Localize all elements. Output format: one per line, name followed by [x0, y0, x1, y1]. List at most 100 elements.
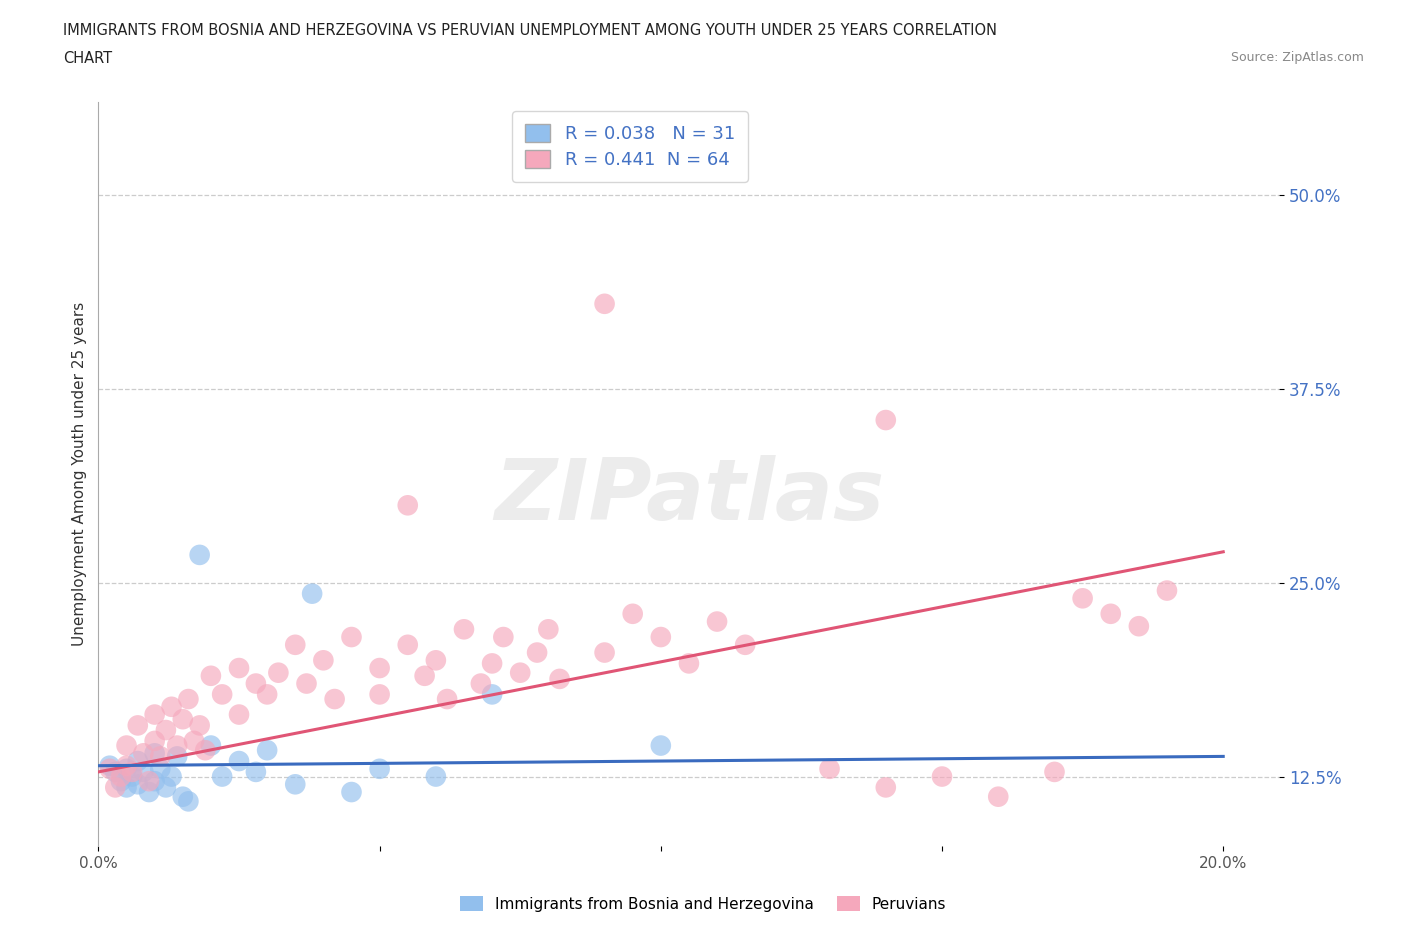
Point: [340, 785, 363, 800]
Text: IMMIGRANTS FROM BOSNIA AND HERZEGOVINA VS PERUVIAN UNEMPLOYMENT AMONG YOUTH UNDE: IMMIGRANTS FROM BOSNIA AND HERZEGOVINA V…: [63, 23, 997, 38]
Legend: R = 0.038   N = 31, R = 0.441  N = 64: R = 0.038 N = 31, R = 0.441 N = 64: [512, 112, 748, 181]
Point: [183, 734, 205, 749]
Point: [127, 718, 149, 733]
Point: [121, 764, 143, 779]
Point: [143, 746, 166, 761]
Point: [256, 687, 278, 702]
Point: [734, 637, 756, 652]
Point: [104, 780, 127, 795]
Point: [875, 780, 897, 795]
Point: [267, 665, 290, 680]
Point: [200, 738, 222, 753]
Point: [481, 656, 503, 671]
Point: [177, 692, 200, 707]
Point: [228, 753, 250, 768]
Point: [368, 687, 391, 702]
Point: [115, 738, 138, 753]
Point: [413, 669, 436, 684]
Point: [166, 749, 188, 764]
Point: [177, 794, 200, 809]
Point: [650, 630, 672, 644]
Point: [526, 645, 548, 660]
Point: [245, 676, 267, 691]
Point: [284, 637, 307, 652]
Point: [818, 762, 841, 777]
Point: [987, 790, 1010, 804]
Point: [1099, 606, 1122, 621]
Point: [194, 743, 217, 758]
Point: [228, 707, 250, 722]
Point: [1156, 583, 1178, 598]
Point: [160, 769, 183, 784]
Point: [537, 622, 560, 637]
Point: [188, 548, 211, 563]
Point: [155, 723, 177, 737]
Point: [155, 780, 177, 795]
Point: [706, 614, 728, 629]
Point: [200, 669, 222, 684]
Point: [256, 743, 278, 758]
Point: [166, 738, 188, 753]
Point: [228, 660, 250, 675]
Point: [98, 762, 121, 777]
Point: [481, 687, 503, 702]
Y-axis label: Unemployment Among Youth under 25 years: Unemployment Among Youth under 25 years: [72, 302, 87, 646]
Point: [295, 676, 318, 691]
Point: [368, 660, 391, 675]
Point: [340, 630, 363, 644]
Point: [453, 622, 475, 637]
Point: [312, 653, 335, 668]
Point: [172, 711, 194, 726]
Point: [132, 764, 155, 779]
Point: [127, 777, 149, 791]
Point: [115, 780, 138, 795]
Point: [110, 769, 132, 784]
Point: [211, 769, 233, 784]
Point: [678, 656, 700, 671]
Point: [396, 637, 419, 652]
Point: [138, 785, 160, 800]
Point: [115, 762, 138, 777]
Point: [621, 606, 644, 621]
Point: [301, 586, 323, 601]
Text: ZIPatlas: ZIPatlas: [494, 455, 884, 538]
Point: [323, 692, 346, 707]
Point: [143, 774, 166, 789]
Text: CHART: CHART: [63, 51, 112, 66]
Point: [492, 630, 515, 644]
Point: [121, 769, 143, 784]
Point: [132, 746, 155, 761]
Point: [548, 671, 571, 686]
Point: [149, 762, 172, 777]
Point: [396, 498, 419, 512]
Point: [284, 777, 307, 791]
Point: [127, 753, 149, 768]
Point: [172, 790, 194, 804]
Point: [650, 738, 672, 753]
Point: [149, 749, 172, 764]
Point: [593, 297, 616, 312]
Point: [138, 774, 160, 789]
Point: [875, 413, 897, 428]
Point: [211, 687, 233, 702]
Point: [425, 769, 447, 784]
Point: [436, 692, 458, 707]
Legend: Immigrants from Bosnia and Herzegovina, Peruvians: Immigrants from Bosnia and Herzegovina, …: [454, 889, 952, 918]
Point: [509, 665, 531, 680]
Point: [115, 758, 138, 773]
Point: [593, 645, 616, 660]
Point: [1071, 591, 1094, 605]
Point: [98, 758, 121, 773]
Point: [368, 762, 391, 777]
Point: [245, 764, 267, 779]
Point: [104, 764, 127, 779]
Point: [110, 774, 132, 789]
Point: [143, 734, 166, 749]
Point: [143, 707, 166, 722]
Point: [188, 718, 211, 733]
Point: [1043, 764, 1066, 779]
Point: [1128, 618, 1150, 633]
Text: Source: ZipAtlas.com: Source: ZipAtlas.com: [1230, 51, 1364, 64]
Point: [470, 676, 492, 691]
Point: [425, 653, 447, 668]
